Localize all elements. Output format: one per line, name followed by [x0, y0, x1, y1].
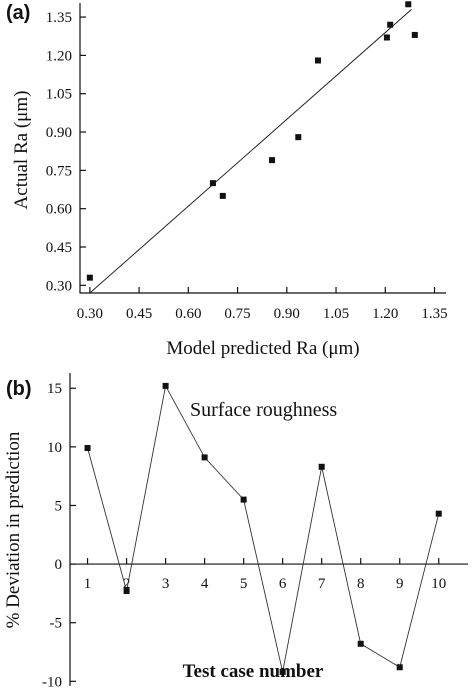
panel-b-y-axis-title: % Deviation in prediction: [3, 431, 24, 628]
data-point: [387, 21, 394, 28]
data-point: [86, 274, 93, 281]
data-point: [318, 463, 325, 470]
y-tick-label: 0.75: [46, 163, 72, 179]
y-tick-label: 1.05: [46, 87, 72, 103]
line-panel-b: (b) 1 2 3 4 5 6 7 8 9 10 15 10 5 0 -5 -10 Surface roug…: [3, 373, 468, 690]
panel-a-y-ticks: 0.30 0.45 0.60 0.75 0.90 1.05 1.20 1.35: [46, 10, 86, 294]
x-tick-label: 10: [431, 576, 446, 592]
data-point: [279, 668, 286, 675]
x-tick-label: 1.20: [372, 306, 398, 322]
deviation-series-line: [87, 384, 440, 673]
data-point: [357, 640, 364, 647]
data-point: [411, 31, 418, 38]
y-tick-label: 0.30: [46, 278, 72, 294]
y-tick-label: 0.60: [46, 202, 72, 218]
regression-line: [89, 9, 412, 294]
y-tick-label: 1.20: [46, 48, 72, 64]
data-point: [435, 510, 442, 517]
panel-a-x-ticks: 0.30 0.45 0.60 0.75 0.90 1.05 1.20 1.35: [77, 287, 448, 322]
x-tick-label: 5: [240, 576, 248, 592]
x-tick-label: 0.90: [274, 306, 300, 322]
data-point: [383, 34, 390, 41]
panel-a-axes: [79, 3, 446, 294]
x-tick-label: 1: [84, 576, 92, 592]
data-point: [240, 496, 247, 503]
x-tick-label: 1.05: [323, 306, 349, 322]
data-point: [314, 57, 321, 64]
data-point: [396, 664, 403, 671]
x-tick-label: 3: [162, 576, 170, 592]
panel-b-label: (b): [6, 378, 32, 400]
x-tick-label: 9: [396, 576, 404, 592]
y-tick-label: 0.45: [46, 240, 72, 256]
panel-a-points: [86, 1, 418, 281]
data-point: [295, 134, 302, 141]
y-tick-label: -10: [42, 674, 62, 690]
x-tick-label: 8: [357, 576, 365, 592]
x-tick-label: 0.75: [224, 306, 250, 322]
data-point: [162, 382, 169, 389]
y-tick-label: 0.90: [46, 125, 72, 141]
x-tick-label: 6: [279, 576, 287, 592]
x-tick-label: 0.60: [175, 306, 201, 322]
panel-b-x-ticks: 1 2 3 4 5 6 7 8 9 10: [84, 558, 446, 592]
panel-a-y-axis-title: Actual Ra (μm): [11, 91, 32, 210]
x-tick-label: 2: [123, 576, 131, 592]
data-point: [405, 1, 412, 8]
y-tick-label: 0: [55, 557, 63, 573]
surface-roughness-annotation: Surface roughness: [190, 399, 337, 421]
x-tick-label: 4: [201, 576, 209, 592]
data-point: [201, 454, 208, 461]
panel-a-x-axis-title: Model predicted Ra (μm): [166, 338, 359, 359]
x-tick-label: 0.30: [77, 306, 103, 322]
data-point: [123, 588, 130, 595]
data-point: [219, 192, 226, 199]
x-tick-label: 0.45: [126, 306, 152, 322]
scatter-panel-a: (a) 0.30 0.45 0.60 0.75 0.90 1.05 1.20 1.35 0.3…: [6, 1, 448, 359]
panel-b-y-ticks: 15 10 5 0 -5 -10: [42, 381, 76, 690]
y-tick-label: 1.35: [46, 10, 72, 26]
panel-a-label: (a): [6, 2, 30, 24]
data-point: [209, 180, 216, 187]
data-point: [269, 157, 276, 164]
y-tick-label: 5: [55, 498, 63, 514]
x-tick-label: 1.35: [421, 306, 447, 322]
y-tick-label: 15: [47, 381, 62, 397]
panel-b-points: [84, 382, 442, 675]
x-tick-label: 7: [318, 576, 326, 592]
panel-b-x-axis-title: Test case number: [183, 661, 324, 682]
y-tick-label: 10: [47, 440, 62, 456]
y-tick-label: -5: [50, 616, 63, 632]
data-point: [84, 445, 91, 452]
